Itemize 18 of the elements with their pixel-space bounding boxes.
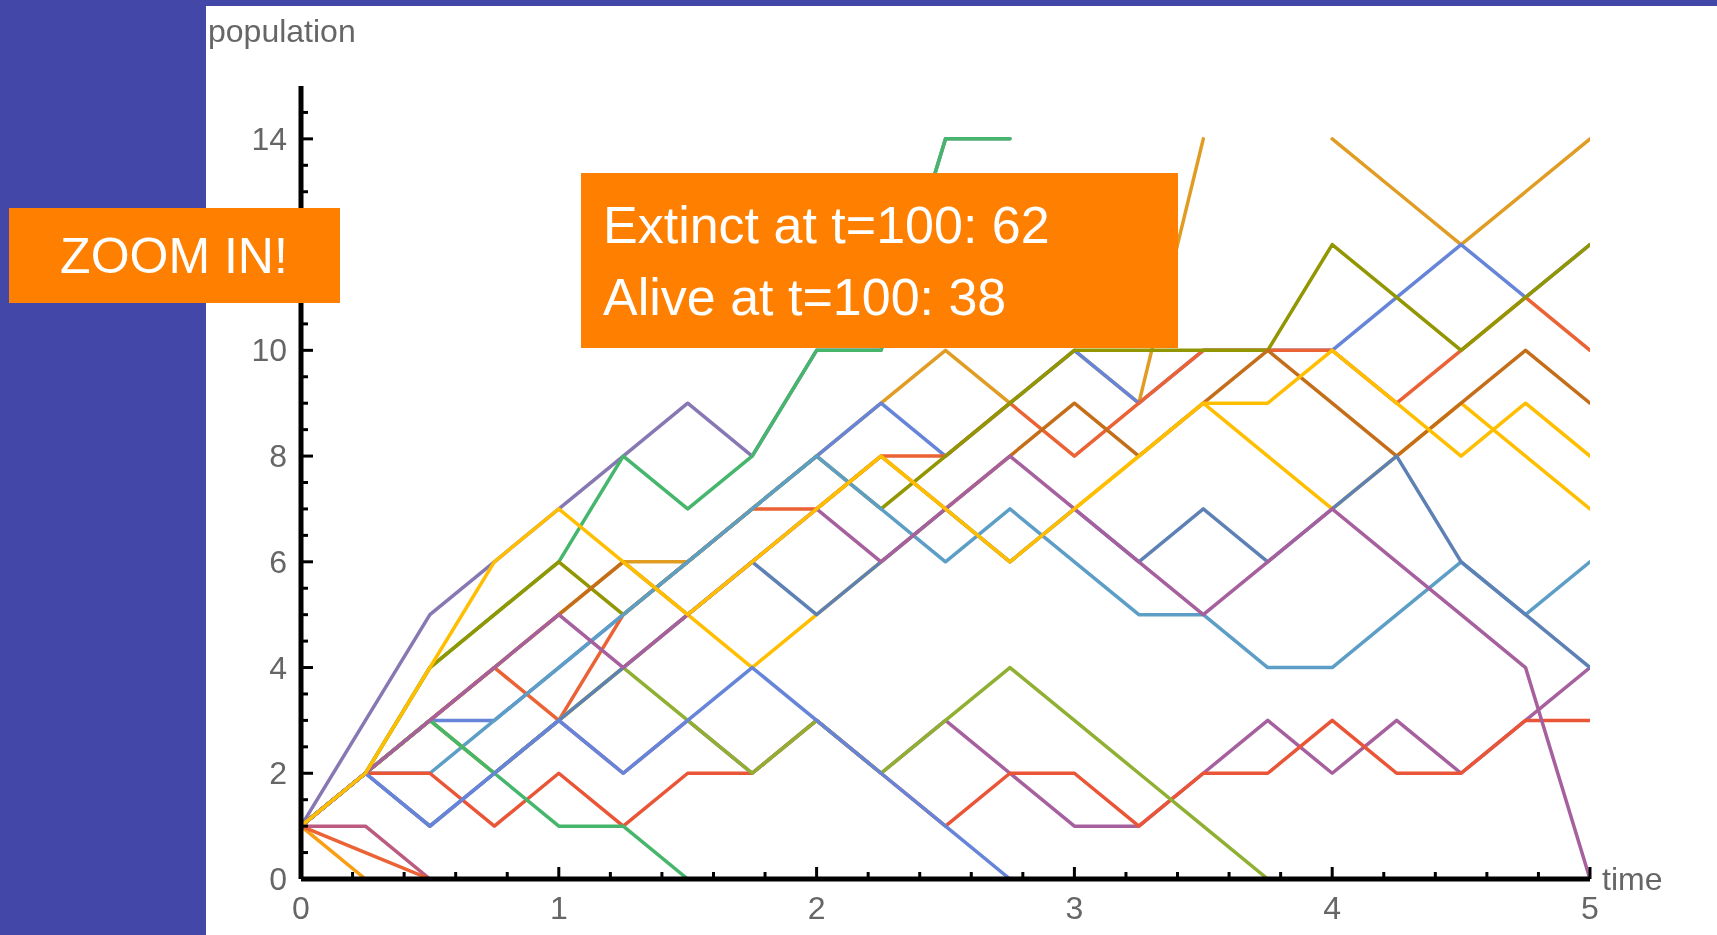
- y-tick-label: 2: [269, 755, 287, 792]
- x-tick-label: 0: [292, 890, 310, 926]
- y-tick-label: 8: [269, 438, 287, 475]
- y-tick-label: 0: [269, 861, 287, 897]
- x-tick-label: 3: [1065, 890, 1084, 926]
- y-tick-label: 6: [269, 543, 287, 580]
- annotation: Extinct at t=100: 62: [603, 196, 1050, 254]
- y-tick-label: 4: [269, 649, 287, 686]
- y-tick-label: 10: [251, 332, 287, 369]
- x-tick-label: 2: [807, 890, 826, 926]
- x-axis-title: time: [1602, 861, 1663, 897]
- annotation: Alive at t=100: 38: [603, 268, 1007, 326]
- y-tick-label: 14: [251, 120, 287, 157]
- x-tick-label: 1: [549, 890, 568, 926]
- x-tick-label: 4: [1323, 890, 1342, 926]
- x-tick-label: 5: [1581, 890, 1599, 926]
- y-axis-title: population: [208, 13, 356, 49]
- text: ZOOM IN!: [60, 228, 288, 284]
